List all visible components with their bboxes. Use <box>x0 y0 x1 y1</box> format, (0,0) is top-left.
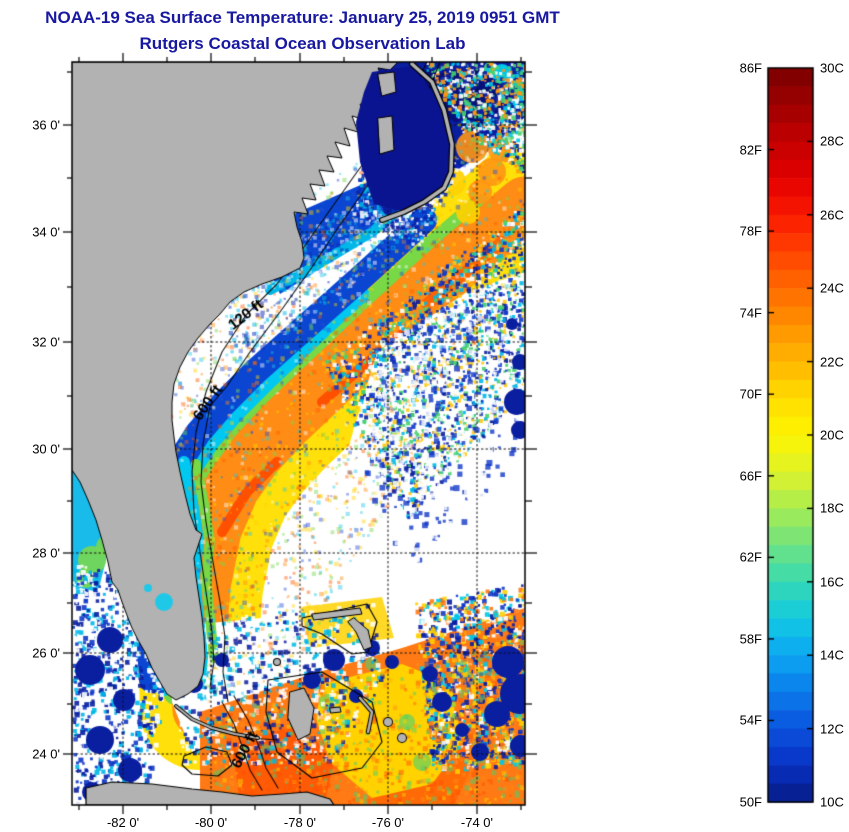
x-axis-tick-label: -76 0' <box>371 815 405 830</box>
colorbar-fahrenheit-label: 82F <box>739 142 762 158</box>
y-axis-tick-label: 34 0' <box>32 224 60 240</box>
colorbar-celsius-label: 12C <box>820 721 844 737</box>
colorbar-fahrenheit-label: 74F <box>739 305 762 321</box>
colorbar-fahrenheit-label: 86F <box>739 60 762 76</box>
y-axis-tick-label: 30 0' <box>32 441 60 457</box>
colorbar-celsius-label: 20C <box>820 427 844 443</box>
colorbar-fahrenheit-label: 62F <box>739 549 762 565</box>
colorbar-celsius-label: 22C <box>820 354 844 370</box>
colorbar-fahrenheit-label: 66F <box>739 468 762 484</box>
colorbar-celsius-label: 28C <box>820 133 844 149</box>
page-title: NOAA-19 Sea Surface Temperature: January… <box>45 8 560 27</box>
x-axis-tick-label: -74 0' <box>460 815 494 830</box>
colorbar-fahrenheit-label: 54F <box>739 712 762 728</box>
x-axis-tick-label: -78 0' <box>283 815 317 830</box>
y-axis-tick-label: 32 0' <box>32 334 60 350</box>
colorbar-fahrenheit-label: 70F <box>739 386 762 402</box>
colorbar-celsius-label: 14C <box>820 647 844 663</box>
page-subtitle: Rutgers Coastal Ocean Observation Lab <box>139 34 466 53</box>
x-axis-tick-label: -80 0' <box>194 815 228 830</box>
colorbar-celsius-label: 30C <box>820 60 844 76</box>
colorbar-fahrenheit-label: 78F <box>739 223 762 239</box>
x-axis-tick-label: -82 0' <box>106 815 140 830</box>
y-axis-tick-label: 36 0' <box>32 117 60 133</box>
colorbar-celsius-label: 24C <box>820 280 844 296</box>
colorbar-celsius-label: 10C <box>820 794 844 810</box>
colorbar-fahrenheit-label: 58F <box>739 631 762 647</box>
colorbar-celsius-label: 26C <box>820 207 844 223</box>
y-axis-tick-label: 26 0' <box>32 645 60 661</box>
y-axis-tick-label: 28 0' <box>32 545 60 561</box>
y-axis-tick-label: 24 0' <box>32 746 60 762</box>
colorbar-fahrenheit-label: 50F <box>739 794 762 810</box>
colorbar-celsius-label: 16C <box>820 574 844 590</box>
colorbar-celsius-label: 18C <box>820 500 844 516</box>
